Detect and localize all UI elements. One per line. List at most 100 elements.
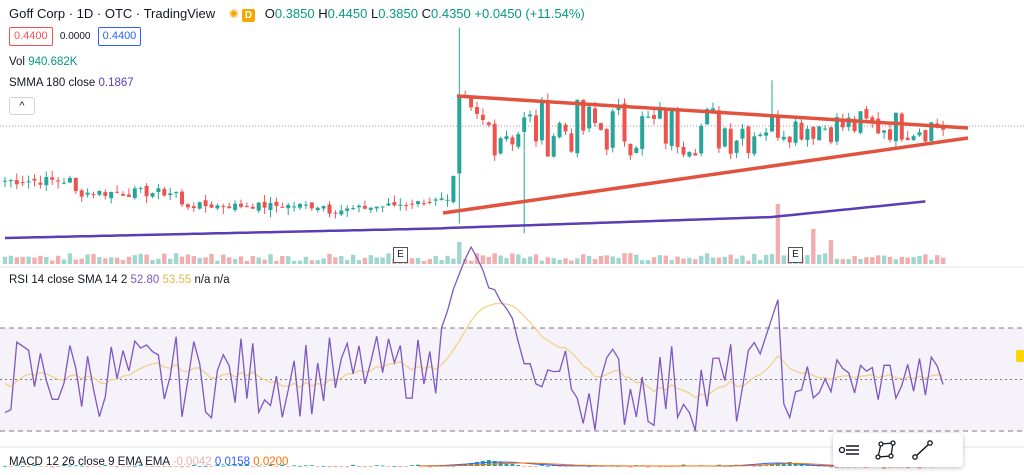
macd-legend[interactable]: MACD 12 26 close 9 EMA EMA -0.0042 0.015… — [9, 455, 288, 470]
macd-histogram-bar — [44, 466, 49, 467]
pattern-tool-icon[interactable] — [873, 438, 899, 462]
volume-bar — [244, 260, 250, 264]
market-hours-icon[interactable]: ✺ — [228, 7, 239, 21]
volume-bar — [451, 258, 456, 264]
candle-body — [32, 178, 37, 181]
volume-bar — [144, 254, 149, 264]
ohlc-open: 0.3850 — [274, 6, 315, 21]
candle-body — [893, 112, 898, 142]
crosshair-lines-icon[interactable] — [837, 438, 863, 462]
volume-bar — [439, 259, 444, 264]
ask-box[interactable]: 0.4400 — [97, 27, 142, 46]
volume-bar — [763, 254, 769, 264]
macd-histogram-bar — [227, 465, 232, 467]
candle-body — [392, 202, 397, 206]
market-status-badge[interactable]: D — [241, 9, 256, 22]
volume-bar — [91, 253, 96, 264]
candle-body — [121, 194, 125, 196]
volume-bar — [728, 254, 733, 264]
volume-bar — [380, 257, 385, 264]
macd-histogram-bar — [62, 465, 66, 466]
macd-histogram-bar — [404, 466, 409, 467]
volume-bar — [103, 258, 108, 264]
volume-bar — [510, 253, 515, 264]
volume-bar — [887, 256, 893, 264]
volume-legend[interactable]: Vol 940.682K — [9, 55, 77, 70]
candle-body — [740, 128, 745, 139]
ohlc-low: 0.3850 — [378, 6, 418, 21]
volume-bar — [834, 258, 840, 264]
volume-bar — [940, 257, 946, 264]
candle-body — [451, 175, 456, 203]
volume-bar — [681, 258, 686, 264]
macd-histogram-bar — [628, 466, 633, 468]
volume-bar — [569, 260, 574, 264]
symbol-title[interactable]: Goff Corp · 1D · OTC · TradingView — [9, 6, 216, 21]
volume-bar — [575, 258, 580, 264]
macd-histogram-bar — [121, 466, 125, 467]
candle-body — [657, 106, 662, 119]
earnings-marker[interactable]: E — [788, 247, 803, 263]
volume-bar — [386, 253, 391, 264]
candle-body — [132, 188, 137, 198]
macd-histogram-bar — [834, 466, 839, 469]
bid-box[interactable]: 0.4400 — [9, 27, 53, 46]
candle-body — [292, 206, 297, 208]
volume-bar — [923, 254, 928, 264]
candle-body — [262, 201, 267, 208]
volume-bar — [586, 255, 592, 264]
ohlc-high: 0.4450 — [327, 6, 368, 21]
rsi-value: 52.80 — [130, 274, 160, 286]
volume-bar — [138, 253, 143, 264]
volume-bar — [628, 253, 633, 264]
macd-histogram-bar — [109, 466, 114, 467]
macd-histogram-bar — [486, 460, 491, 466]
smma-legend[interactable]: SMMA 180 close 0.1867 — [9, 76, 134, 91]
macd-histogram-bar — [469, 463, 474, 466]
macd-histogram-bar — [775, 463, 780, 466]
candle-body — [510, 137, 515, 145]
collapse-legend-button[interactable]: ^ — [9, 97, 35, 115]
candle-body — [327, 204, 332, 214]
volume-bar — [498, 255, 503, 264]
earnings-marker[interactable]: E — [393, 247, 408, 263]
volume-bar — [563, 258, 568, 264]
ohlc-close-label: C — [421, 6, 431, 21]
trendline-tool-icon[interactable] — [909, 438, 935, 462]
volume-bar — [97, 257, 102, 264]
volume-bar — [486, 256, 491, 264]
candle-body — [315, 207, 320, 211]
candle-body — [852, 118, 857, 132]
macd-histogram-bar — [14, 465, 19, 466]
macd-histogram-bar — [504, 463, 509, 466]
candle-body — [716, 110, 721, 149]
volume-bar — [427, 259, 432, 264]
volume-bar — [610, 256, 615, 264]
drawing-toolbar — [833, 433, 963, 467]
support-trendline — [442, 136, 969, 215]
candle-body — [734, 140, 739, 153]
macd-histogram-bar — [829, 466, 833, 468]
volume-bar — [687, 257, 692, 264]
candle-body — [250, 206, 255, 209]
candle-body — [333, 212, 338, 214]
candle-body — [268, 202, 273, 210]
macd-histogram-bar — [150, 466, 155, 468]
candle-body — [545, 100, 550, 157]
candle-body — [775, 115, 780, 138]
volume-label: Vol — [9, 56, 25, 68]
volume-bar — [598, 255, 604, 264]
candle-body — [244, 206, 249, 208]
macd-histogram-bar — [327, 466, 332, 468]
rsi-legend[interactable]: RSI 14 close SMA 14 2 52.80 53.55 n/a n/… — [9, 273, 230, 288]
volume-bar — [32, 257, 37, 264]
candle-body — [534, 115, 538, 142]
candle-body — [362, 205, 367, 209]
macd-histogram-bar — [339, 466, 344, 467]
candle-body — [421, 203, 426, 205]
macd-histogram-bar — [256, 465, 261, 467]
candle-body — [457, 95, 462, 174]
candle-body — [386, 203, 391, 206]
volume-bar — [775, 204, 781, 264]
